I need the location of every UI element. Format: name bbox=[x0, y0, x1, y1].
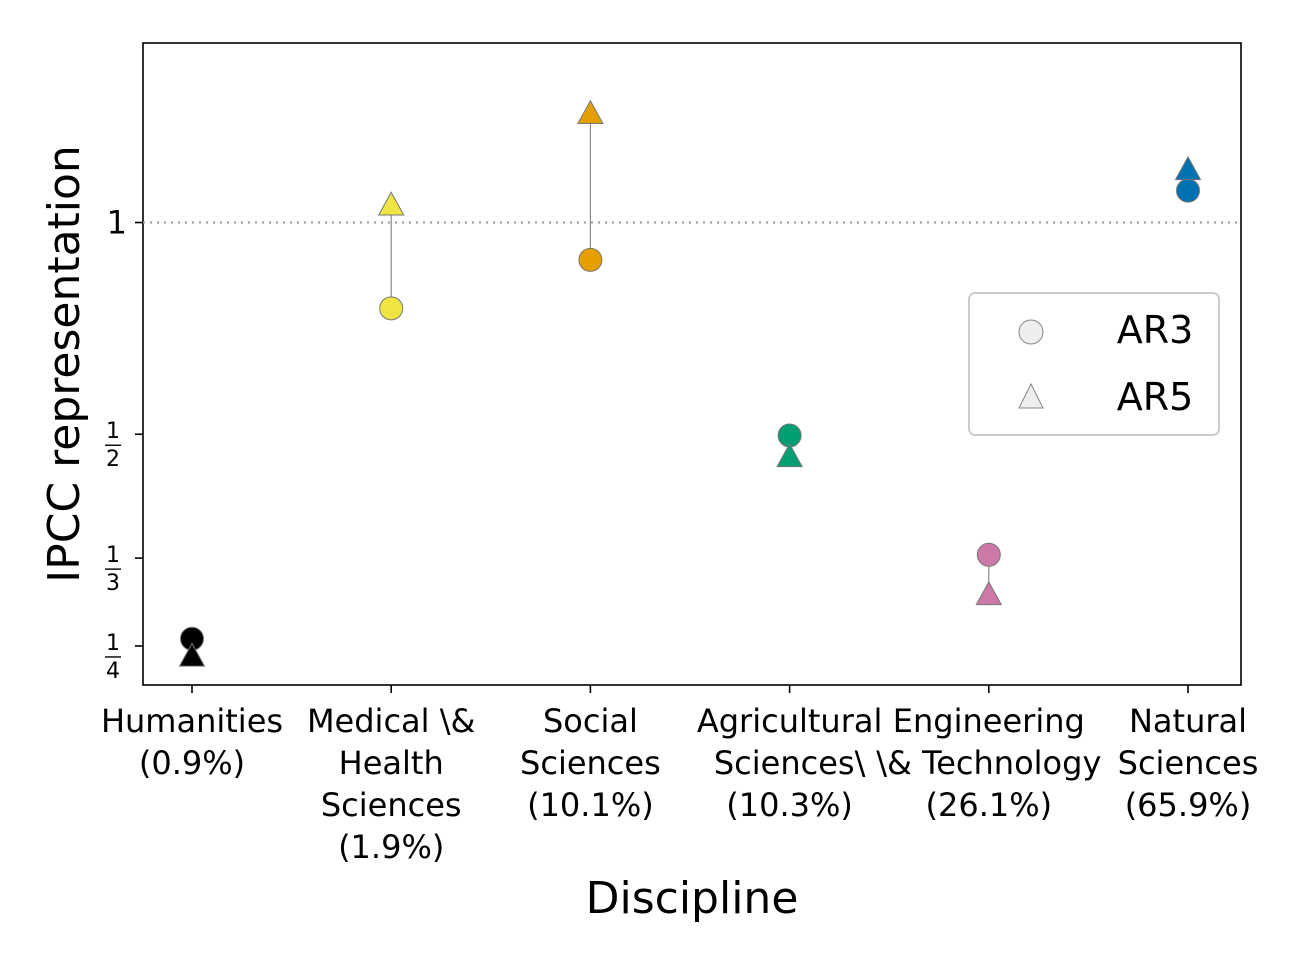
legend: AR3 AR5 bbox=[968, 292, 1220, 436]
x-tick-label: Sciences bbox=[520, 744, 661, 782]
x-tick-label: Sciences bbox=[1118, 744, 1259, 782]
x-tick-label: (65.9%) bbox=[1125, 786, 1252, 824]
ar5-point bbox=[776, 442, 803, 468]
y-tick-label: 1 bbox=[107, 204, 127, 242]
y-tick-denominator: 3 bbox=[106, 571, 120, 596]
ar3-point bbox=[1176, 178, 1200, 203]
x-tick-label: (10.3%) bbox=[726, 786, 853, 824]
y-tick-numerator: 1 bbox=[106, 543, 120, 568]
x-tick-label: Engineering bbox=[893, 702, 1085, 740]
ar3-point bbox=[976, 542, 1001, 567]
x-axis-title: Discipline bbox=[586, 873, 799, 924]
ar3-point bbox=[379, 296, 404, 321]
x-tick-label: \& Technology bbox=[876, 744, 1101, 782]
x-tick-label: (10.1%) bbox=[527, 786, 654, 824]
x-tick-label: Humanities bbox=[101, 702, 283, 740]
x-tick-label: Agricultural bbox=[697, 702, 883, 740]
x-tick-label: Sciences bbox=[321, 786, 462, 824]
legend-ar3-label: AR3 bbox=[1117, 308, 1194, 352]
x-tick-label: (26.1%) bbox=[925, 786, 1052, 824]
ar5-point bbox=[178, 642, 206, 667]
x-tick-label: Medical \& bbox=[307, 702, 476, 740]
x-tick-label: Natural bbox=[1129, 702, 1247, 740]
y-axis-title: IPCC representation bbox=[39, 145, 90, 583]
x-tick-label: Health bbox=[339, 744, 444, 782]
legend-ar5-marker bbox=[1018, 382, 1044, 409]
ar5-point bbox=[1174, 155, 1202, 181]
ar3-point bbox=[578, 247, 603, 272]
x-tick-label: (1.9%) bbox=[338, 828, 444, 866]
y-tick-denominator: 2 bbox=[106, 447, 120, 472]
y-tick-numerator: 1 bbox=[106, 419, 120, 444]
y-tick-numerator: 1 bbox=[106, 631, 120, 656]
x-tick-label: Social bbox=[543, 702, 638, 740]
x-tick-label: Sciences\ bbox=[714, 744, 866, 782]
legend-ar3-marker bbox=[1018, 319, 1044, 345]
ar5-point bbox=[975, 580, 1003, 606]
x-tick-label: (0.9%) bbox=[139, 744, 245, 782]
ar5-point bbox=[577, 99, 604, 125]
y-tick-denominator: 4 bbox=[106, 659, 120, 684]
ar5-point bbox=[377, 191, 405, 216]
legend-ar5-label: AR5 bbox=[1117, 375, 1194, 419]
